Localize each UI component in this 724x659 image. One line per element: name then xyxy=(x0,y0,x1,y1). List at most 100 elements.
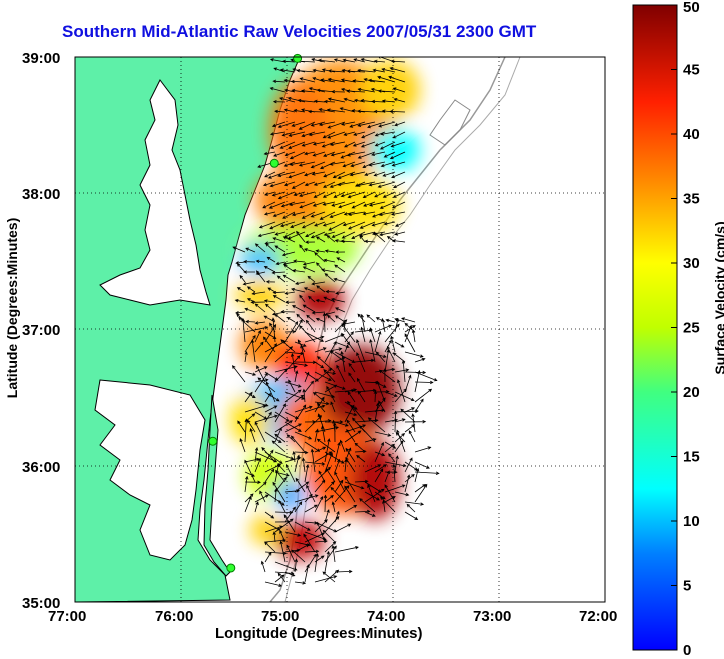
velocity-arrow xyxy=(269,87,286,93)
colorbar-tick-label: 15 xyxy=(683,449,700,466)
velocity-arrow xyxy=(302,261,316,266)
velocity-arrow xyxy=(394,221,406,227)
velocity-arrow xyxy=(383,221,396,226)
velocity-arrow xyxy=(394,341,405,348)
velocity-arrow xyxy=(294,494,319,503)
velocity-arrow xyxy=(262,201,276,209)
colorbar-tick-label: 50 xyxy=(683,0,700,16)
velocity-arrow xyxy=(294,558,298,573)
contour-3 xyxy=(429,99,471,146)
velocity-arrow xyxy=(294,370,299,383)
velocity-arrow xyxy=(269,181,286,188)
velocity-arrow xyxy=(324,273,336,283)
velocity-arrow xyxy=(330,401,336,413)
velocity-arrow xyxy=(382,499,386,513)
velocity-arrow xyxy=(289,201,306,207)
velocity-arrow xyxy=(331,501,336,513)
velocity-arrow xyxy=(299,201,316,209)
velocity-arrow xyxy=(316,402,326,413)
velocity-arrow xyxy=(244,351,248,363)
velocity-arrow xyxy=(298,121,316,130)
velocity-arrow xyxy=(269,221,286,230)
velocity-arrow xyxy=(368,78,386,83)
y-axis: 35:00 36:00 37:00 38:00 39:00 xyxy=(22,50,60,612)
velocity-arrow xyxy=(287,96,306,103)
velocity-arrow xyxy=(414,398,424,413)
velocity-arrow xyxy=(341,121,356,126)
velocity-arrow xyxy=(281,131,296,137)
velocity-arrow xyxy=(254,303,266,313)
velocity-arrow xyxy=(274,451,295,460)
velocity-arrow xyxy=(310,121,326,127)
velocity-arrow xyxy=(318,108,336,113)
velocity-arrow xyxy=(345,457,356,473)
velocity-arrow xyxy=(305,231,316,237)
velocity-arrow xyxy=(264,411,272,423)
velocity-arrow xyxy=(372,68,386,73)
velocity-arrow xyxy=(265,280,276,284)
velocity-arrow xyxy=(342,58,356,63)
velocity-arrow xyxy=(327,131,346,139)
velocity-arrow xyxy=(394,391,415,401)
velocity-arrow xyxy=(394,368,410,373)
velocity-arrow xyxy=(324,347,343,353)
velocity-arrow xyxy=(389,109,406,114)
velocity-arrow xyxy=(290,221,306,229)
velocity-arrow xyxy=(296,230,306,243)
velocity-arrow xyxy=(261,447,276,463)
velocity-arrow xyxy=(242,281,256,286)
velocity-arrow xyxy=(266,256,276,263)
velocity-arrow xyxy=(301,221,316,229)
velocity-arrow xyxy=(357,121,376,127)
velocity-arrow xyxy=(264,551,272,563)
velocity-arrow xyxy=(349,171,366,177)
velocity-arrow xyxy=(282,59,296,64)
velocity-arrow xyxy=(364,239,376,244)
velocity-arrow xyxy=(352,141,366,147)
velocity-arrow xyxy=(343,211,356,216)
velocity-arrow xyxy=(374,468,384,483)
velocity-arrow xyxy=(377,181,396,188)
velocity-arrow xyxy=(277,191,296,200)
velocity-arrow xyxy=(346,428,356,443)
velocity-arrow xyxy=(400,408,416,423)
velocity-arrow xyxy=(364,488,385,503)
velocity-arrow xyxy=(391,201,406,209)
velocity-arrow xyxy=(282,274,296,283)
velocity-arrow xyxy=(284,381,302,388)
velocity-arrow xyxy=(243,260,256,264)
velocity-arrow xyxy=(328,69,346,73)
velocity-arrow xyxy=(368,181,386,187)
velocity-arrow xyxy=(294,431,313,440)
velocity-arrow xyxy=(279,141,296,149)
velocity-arrow xyxy=(294,544,310,553)
velocity-arrow xyxy=(391,161,406,167)
velocity-arrow xyxy=(373,390,378,403)
velocity-arrow xyxy=(304,493,313,503)
velocity-arrow xyxy=(320,78,336,83)
velocity-arrow xyxy=(354,509,371,514)
velocity-arrow xyxy=(304,171,316,177)
velocity-arrow xyxy=(272,79,286,84)
velocity-arrow xyxy=(284,531,302,537)
velocity-arrow xyxy=(389,67,406,73)
velocity-arrow xyxy=(254,414,278,423)
velocity-arrow xyxy=(344,388,358,393)
velocity-arrow xyxy=(269,131,286,136)
velocity-arrow xyxy=(317,356,336,373)
velocity-arrow xyxy=(301,89,316,93)
velocity-arrow xyxy=(311,281,326,286)
velocity-arrow xyxy=(313,181,326,186)
velocity-arrow xyxy=(263,151,276,156)
velocity-arrow xyxy=(334,315,346,323)
velocity-arrow xyxy=(375,351,386,363)
contour-2 xyxy=(284,57,521,602)
velocity-arrow xyxy=(280,221,296,228)
velocity-arrow xyxy=(294,454,301,473)
velocity-arrow xyxy=(357,87,376,93)
x-axis: 77:00 76:00 75:00 74:00 73:00 72:00 xyxy=(48,608,617,625)
velocity-arrow xyxy=(374,464,388,473)
velocity-arrow xyxy=(258,221,276,229)
velocity-arrow xyxy=(323,151,336,157)
velocity-arrow xyxy=(328,221,346,231)
